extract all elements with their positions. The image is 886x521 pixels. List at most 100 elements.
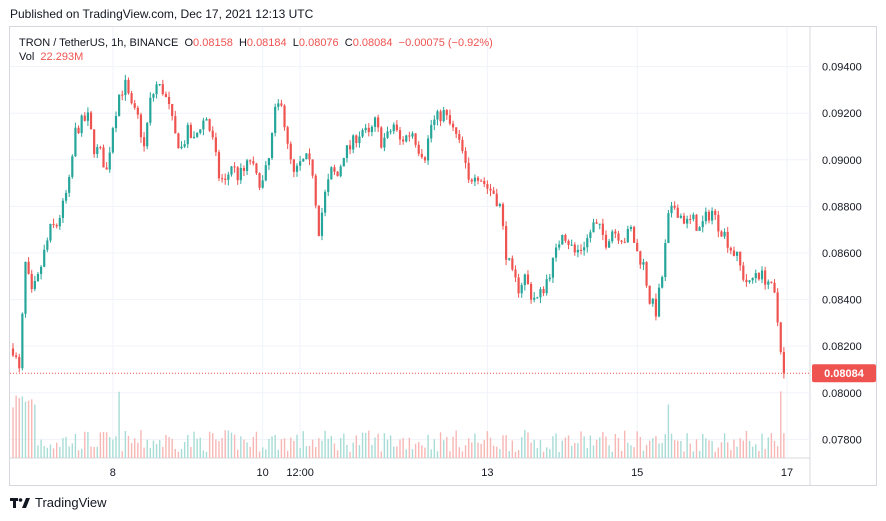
candle-body — [161, 84, 164, 95]
time-tick-label: 15 — [631, 467, 643, 479]
candle-body — [735, 251, 739, 256]
candle-body — [617, 233, 620, 241]
candle-body — [361, 130, 364, 137]
volume-bar — [586, 447, 588, 458]
candle-body — [52, 223, 55, 226]
volume-bar — [208, 431, 211, 458]
volume-bar — [424, 447, 426, 458]
volume-bar — [711, 440, 713, 458]
volume-bar — [505, 435, 507, 458]
time-tick-label: 8 — [110, 467, 116, 479]
volume-bar — [371, 444, 373, 458]
candle-body — [80, 115, 83, 134]
volume-bar — [698, 451, 701, 458]
volume-bar — [433, 439, 436, 458]
candle-body — [270, 132, 274, 159]
candle-body — [295, 165, 299, 172]
price-tick-label: 0.08800 — [822, 201, 862, 213]
candle-body — [208, 119, 211, 131]
volume-bar — [24, 401, 27, 458]
volume-bar — [605, 436, 607, 458]
volume-bar — [751, 446, 754, 458]
candle-body — [86, 112, 90, 121]
volume-bar — [124, 431, 127, 458]
candle-body — [202, 120, 205, 130]
volume-bar — [499, 448, 501, 458]
volume-bar — [536, 447, 539, 458]
candle-body — [239, 167, 242, 181]
volume-bar — [770, 433, 773, 458]
candle-body — [567, 240, 570, 245]
volume-bar — [717, 447, 720, 458]
volume-bar — [705, 438, 707, 458]
volume-bar — [783, 433, 785, 458]
candle-body — [377, 117, 380, 128]
candle-body — [289, 143, 292, 160]
volume-bar — [489, 437, 492, 458]
volume-bar — [695, 439, 698, 458]
volume-bar — [84, 431, 86, 458]
volume-bar — [455, 430, 457, 458]
volume-bar — [118, 391, 120, 458]
candle-body — [448, 115, 452, 124]
candle-body — [352, 135, 355, 150]
candle-body — [261, 180, 264, 188]
candle-body — [536, 297, 539, 299]
volume-bar — [652, 438, 654, 458]
volume-bar — [549, 449, 551, 458]
candle-body — [592, 222, 595, 233]
volume-bar — [152, 440, 155, 458]
candle-body — [717, 214, 720, 232]
volume-bar — [258, 451, 261, 458]
candle-body — [436, 111, 439, 120]
candle-body — [186, 124, 189, 145]
volume-bar — [49, 444, 52, 458]
candle-body — [445, 110, 448, 116]
volume-bar — [733, 439, 735, 458]
volume-bar — [115, 436, 117, 458]
volume-bar — [31, 399, 33, 458]
candle-body — [264, 165, 267, 181]
volume-bar — [137, 442, 139, 458]
volume-bar — [539, 440, 542, 458]
symbol-label[interactable]: TRON / TetherUS, 1h, BINANCE — [19, 37, 179, 49]
candle-body — [632, 226, 636, 243]
candle-body — [542, 289, 545, 294]
volume-bar — [624, 430, 626, 458]
candle-body — [93, 129, 96, 155]
candle-body — [773, 282, 776, 293]
candle-body — [570, 244, 573, 246]
candle-body — [395, 124, 398, 131]
last-price-badge — [812, 364, 876, 383]
candle-body — [205, 119, 208, 121]
candle-body — [714, 210, 717, 215]
candle-body — [754, 273, 757, 279]
brand-name[interactable]: TradingView — [35, 495, 107, 510]
candle-body — [267, 158, 271, 166]
volume-bar — [414, 443, 417, 458]
volume-bar — [667, 404, 670, 458]
candle-body — [417, 144, 420, 154]
candle-body — [15, 355, 18, 357]
candle-body — [102, 147, 105, 168]
volume-bar — [558, 451, 560, 458]
volume-bar — [271, 436, 273, 458]
candle-body — [214, 137, 217, 153]
candle-body — [292, 159, 295, 172]
candle-body — [486, 184, 489, 189]
candle-body — [433, 119, 436, 125]
candle-body — [380, 127, 383, 148]
candle-body — [305, 153, 308, 160]
volume-bar — [34, 404, 36, 458]
tradingview-logo-icon — [10, 497, 30, 508]
volume-bar — [745, 430, 748, 458]
price-tick-label: 0.08600 — [822, 248, 862, 260]
candle-body — [46, 240, 49, 250]
volume-bar — [121, 451, 123, 458]
volume-bar — [71, 443, 73, 458]
candle-body — [245, 160, 249, 171]
candle-body — [430, 124, 433, 139]
candle-body — [11, 348, 15, 356]
volume-bar — [396, 446, 398, 458]
